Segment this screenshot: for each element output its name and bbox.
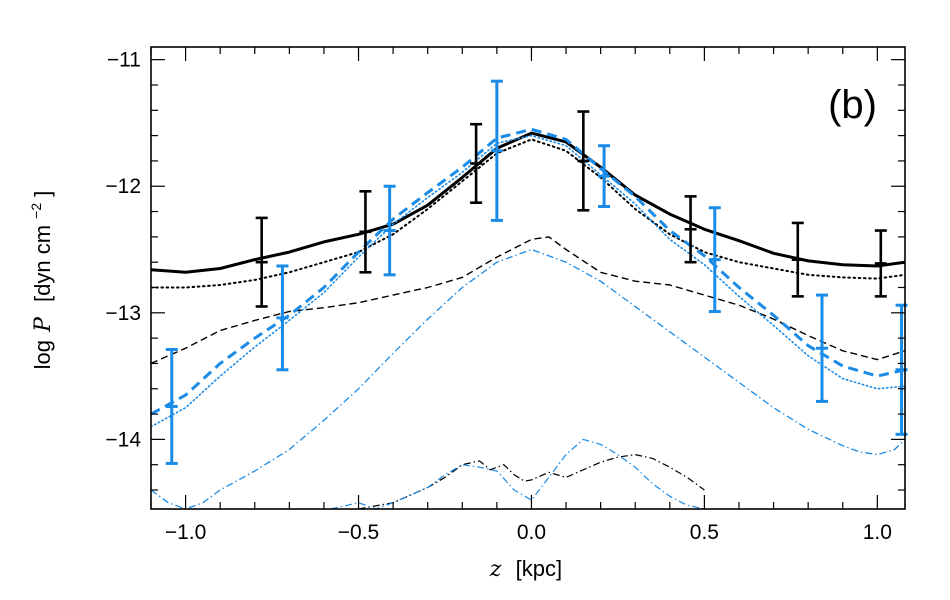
x-tick-label: 1.0 — [863, 521, 892, 544]
error-bar-10 — [383, 184, 396, 277]
y-axis-unit: [dyn cm — [30, 225, 55, 302]
error-bar-6 — [791, 221, 804, 298]
series-line-6 — [151, 134, 905, 428]
x-tick-label: 0.0 — [517, 521, 546, 544]
panel-label: (b) — [828, 83, 877, 127]
error-bar-12 — [598, 144, 611, 208]
y-axis-symbol: P — [31, 316, 56, 333]
error-bar-8 — [165, 348, 178, 465]
error-bar-14 — [815, 293, 828, 403]
error-bar-7 — [874, 229, 887, 298]
y-axis-prefix: log — [30, 340, 55, 369]
error-bar-13 — [708, 206, 721, 314]
series-line-7 — [151, 248, 905, 509]
x-tick-label: −0.5 — [338, 521, 379, 544]
y-tick-label: −14 — [105, 428, 141, 451]
series-line-5 — [151, 127, 905, 416]
y-axis-close: ] — [30, 191, 55, 197]
series-line-3 — [151, 236, 905, 365]
series-line-1 — [151, 131, 905, 274]
x-axis-title: z [kpc] — [489, 556, 562, 582]
error-bar-2 — [359, 189, 372, 274]
error-bar-layer — [165, 79, 908, 465]
error-bar-3 — [470, 122, 483, 204]
series-line-8 — [330, 438, 705, 509]
series-layer — [151, 127, 905, 509]
error-bar-5 — [684, 195, 697, 264]
x-tick-label: −1.0 — [165, 521, 206, 544]
error-bar-11 — [490, 79, 503, 222]
x-tick-label: 0.5 — [690, 521, 719, 544]
tick-layer: −1.0 −0.5 0.0 0.5 1.0 −14 −13 −12 −11 — [105, 47, 905, 544]
y-axis-title: log P [dyn cm −2 ] — [21, 191, 56, 370]
error-bar-1 — [255, 216, 268, 308]
series-line-4 — [358, 454, 705, 509]
series-line-2 — [151, 138, 905, 289]
plot-frame — [150, 46, 906, 510]
x-axis-symbol: z — [489, 557, 502, 582]
y-tick-label: −13 — [105, 302, 141, 325]
y-tick-label: −11 — [107, 49, 141, 72]
y-tick-label: −12 — [105, 175, 141, 198]
error-bar-4 — [577, 110, 590, 212]
error-bar-9 — [276, 264, 289, 372]
y-axis-exponent: −2 — [28, 203, 44, 219]
x-axis-unit: [kpc] — [516, 556, 562, 581]
